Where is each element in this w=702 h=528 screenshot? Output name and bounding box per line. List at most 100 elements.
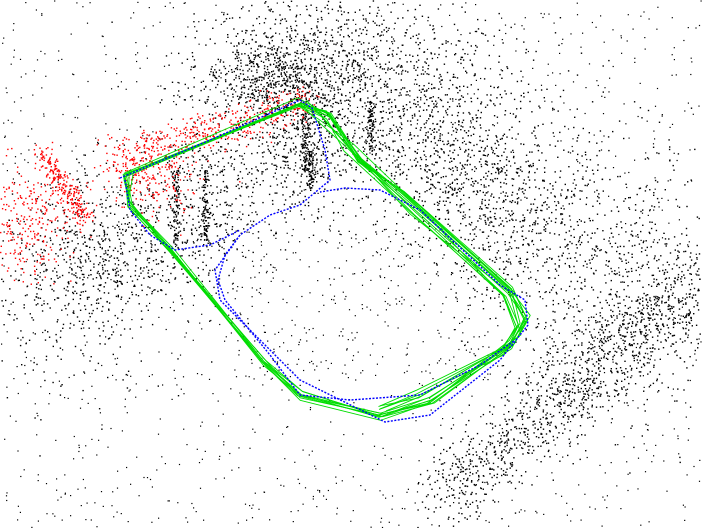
map-point — [260, 53, 262, 55]
map-point — [433, 28, 435, 30]
map-point — [237, 123, 240, 126]
map-point — [472, 287, 475, 290]
map-point — [661, 197, 663, 199]
map-point — [427, 137, 429, 139]
map-point — [303, 218, 305, 220]
map-point — [289, 196, 291, 198]
map-point — [297, 133, 299, 136]
map-point — [20, 339, 22, 341]
map-point — [101, 206, 103, 208]
map-point — [285, 186, 288, 188]
map-point — [178, 52, 180, 55]
map-point — [472, 229, 474, 231]
map-point — [183, 193, 185, 196]
map-point — [278, 65, 281, 67]
map-point — [303, 68, 306, 70]
map-point — [231, 469, 233, 471]
map-point — [313, 121, 316, 123]
map-point — [197, 181, 200, 184]
map-point — [395, 72, 397, 74]
map-point — [456, 195, 458, 197]
map-point — [387, 54, 389, 56]
map-point — [152, 260, 155, 262]
map-point — [623, 436, 625, 438]
map-point — [387, 146, 390, 148]
map-point — [267, 113, 269, 116]
map-point — [543, 180, 545, 182]
map-point — [361, 197, 363, 200]
map-point — [132, 237, 135, 239]
map-point — [323, 58, 326, 60]
map-point — [384, 454, 386, 456]
map-point — [270, 53, 272, 55]
map-point — [238, 75, 240, 78]
map-point — [208, 113, 211, 115]
map-point — [505, 260, 508, 262]
map-point — [542, 123, 544, 125]
map-point — [168, 281, 171, 284]
map-point — [265, 162, 267, 164]
map-point — [308, 180, 310, 182]
map-point — [208, 207, 211, 210]
map-point — [445, 55, 447, 58]
map-point — [432, 25, 434, 27]
map-point — [181, 62, 183, 64]
map-point — [567, 128, 570, 130]
map-point — [394, 160, 396, 162]
map-point — [452, 130, 455, 132]
map-point — [402, 114, 405, 117]
map-point — [530, 203, 532, 205]
map-point — [238, 187, 240, 190]
map-point — [18, 222, 20, 224]
map-point — [339, 114, 342, 116]
map-point — [231, 318, 234, 320]
map-point — [700, 0, 702, 2]
map-point — [228, 84, 231, 86]
map-point — [634, 61, 636, 63]
map-point — [501, 137, 503, 140]
map-point — [178, 208, 181, 210]
map-point — [283, 53, 285, 55]
map-point — [515, 171, 518, 173]
map-point — [242, 73, 245, 75]
map-point — [327, 178, 329, 180]
map-point — [187, 26, 189, 28]
map-point — [172, 144, 175, 147]
map-point — [139, 352, 141, 354]
map-point — [657, 6, 659, 8]
map-point — [457, 61, 459, 63]
map-point — [2, 163, 4, 165]
map-point — [226, 187, 229, 189]
map-point — [210, 150, 213, 152]
map-point — [569, 441, 572, 443]
map-point — [271, 39, 273, 42]
map-point — [258, 45, 260, 47]
map-point — [254, 340, 256, 342]
map-point — [620, 508, 622, 510]
map-point — [546, 197, 549, 199]
map-point — [391, 53, 393, 55]
map-point — [389, 304, 391, 306]
map-point — [492, 207, 495, 210]
map-point — [430, 187, 432, 189]
map-point — [324, 137, 327, 139]
map-point — [385, 26, 388, 29]
map-point — [305, 100, 307, 103]
map-point — [224, 169, 226, 171]
map-point — [360, 76, 362, 78]
map-point — [346, 63, 348, 65]
map-point — [309, 15, 312, 17]
map-point — [401, 71, 403, 73]
map-point — [648, 521, 650, 523]
map-point — [495, 258, 498, 260]
map-point — [285, 84, 287, 86]
map-point — [552, 109, 554, 111]
map-point — [689, 293, 691, 295]
map-point — [329, 84, 331, 86]
map-point — [485, 160, 487, 162]
map-point — [432, 96, 434, 98]
map-point — [37, 520, 39, 522]
map-point — [691, 180, 693, 182]
